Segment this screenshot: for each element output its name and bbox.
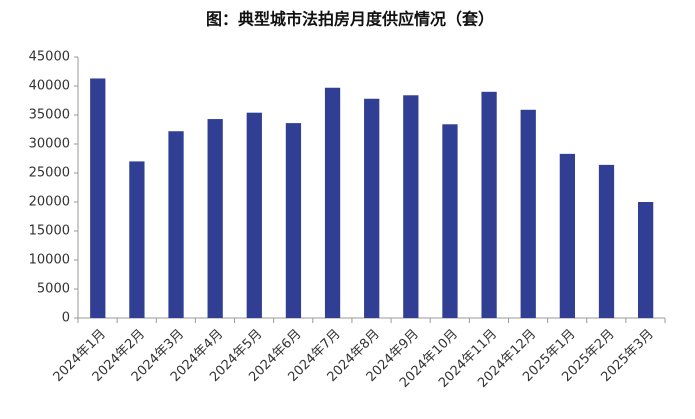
bar [442,124,458,318]
bar [637,202,654,318]
bar [559,153,575,318]
y-tick-label: 15000 [29,224,70,239]
y-tick-label: 45000 [29,50,70,65]
y-tick-label: 35000 [29,108,70,123]
chart-title: 图：典型城市法拍房月度供应情况（套） [206,10,494,29]
bar [207,119,223,318]
bar [364,98,380,318]
y-tick-label: 0 [62,311,70,326]
bar [598,164,615,318]
y-tick-label: 20000 [29,195,70,210]
bar [481,91,497,318]
bar [520,109,536,318]
bar [324,87,341,319]
y-tick-label: 5000 [37,282,70,297]
bar [168,131,184,318]
bar [129,161,145,318]
y-tick-label: 25000 [29,166,70,181]
bar [90,78,106,319]
bar [285,123,302,319]
y-tick-label: 10000 [29,253,70,268]
bar [403,95,419,318]
y-tick-label: 40000 [29,79,70,94]
y-tick-label: 30000 [29,137,70,152]
bar [246,112,262,319]
